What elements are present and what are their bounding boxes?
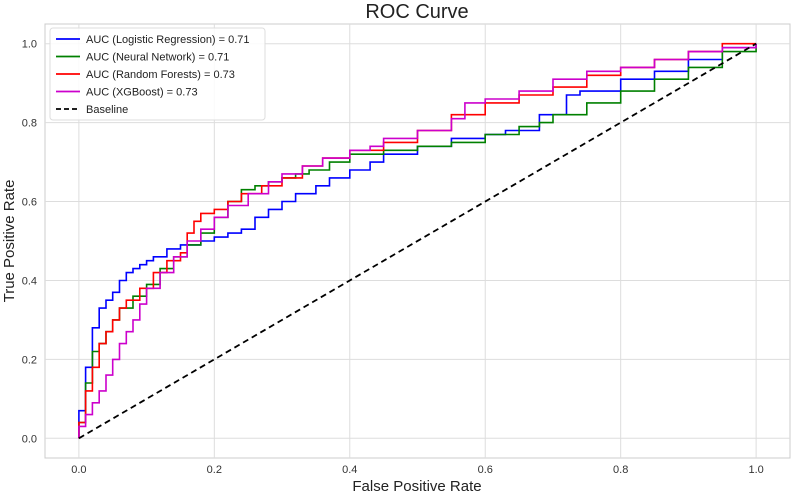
- x-tick-label: 0.2: [207, 464, 222, 476]
- series-lines: [78, 42, 757, 440]
- legend-entry-label: AUC (Logistic Regression) = 0.71: [86, 34, 250, 46]
- series-line-3: [78, 43, 757, 439]
- legend-entry-label: AUC (Neural Network) = 0.71: [86, 52, 229, 64]
- legend-entry-label: AUC (Random Forests) = 0.73: [86, 69, 235, 81]
- series-line-4: [78, 42, 757, 440]
- y-tick-label: 0.0: [22, 433, 37, 445]
- legend-box: [49, 27, 266, 121]
- chart-title: ROC Curve: [365, 1, 468, 23]
- y-tick-label: 0.6: [22, 197, 37, 209]
- x-tick-label: 1.0: [748, 464, 763, 476]
- x-tick-label: 0.6: [478, 464, 493, 476]
- y-axis-label: True Positive Rate: [1, 180, 18, 303]
- x-tick-label: 0.8: [613, 464, 628, 476]
- x-tick-label: 0.4: [342, 464, 357, 476]
- y-tick-label: 0.8: [22, 118, 37, 130]
- y-tick-label: 1.0: [22, 39, 37, 51]
- legend-entry-label: Baseline: [86, 104, 128, 116]
- y-tick-label: 0.2: [22, 354, 37, 366]
- x-tick-label: 0.0: [71, 464, 86, 476]
- x-axis-label: False Positive Rate: [352, 478, 481, 493]
- legend-entry-label: AUC (XGBoost) = 0.73: [86, 87, 198, 99]
- tick-labels: 0.0 0.2 0.4 0.6 0.8 1.0 0.0 0.2 0.4 0.6 0.8 1.0: [22, 39, 764, 476]
- legend: AUC (Logistic Regression) = 0.71 AUC (Neu…: [49, 27, 266, 121]
- y-tick-label: 0.4: [22, 275, 37, 287]
